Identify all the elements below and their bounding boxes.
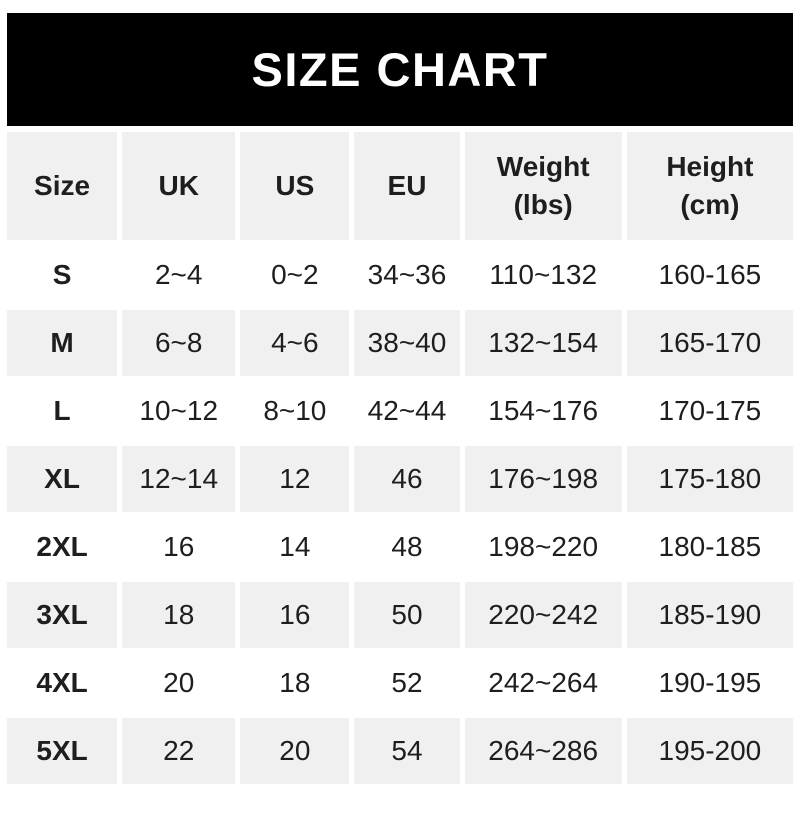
- cell-height-s: 160-165: [626, 242, 793, 308]
- cell-size-l: L: [7, 378, 118, 444]
- cell-eu-4xl: 52: [354, 650, 460, 716]
- size-chart-banner: SIZE CHART: [7, 13, 793, 126]
- cell-us-4xl: 18: [240, 650, 350, 716]
- cell-us-s: 0~2: [240, 242, 350, 308]
- cell-uk-l: 10~12: [122, 378, 236, 444]
- cell-size-5xl: 5XL: [7, 718, 118, 784]
- cell-uk-m: 6~8: [122, 310, 236, 376]
- column-header-us: US: [240, 132, 350, 240]
- cell-size-xl: XL: [7, 446, 118, 512]
- page-title: SIZE CHART: [251, 43, 549, 96]
- cell-uk-4xl: 20: [122, 650, 236, 716]
- cell-us-l: 8~10: [240, 378, 350, 444]
- cell-us-2xl: 14: [240, 514, 350, 580]
- column-header-weight: Weight (lbs): [464, 132, 622, 240]
- cell-height-3xl: 185-190: [626, 582, 793, 648]
- cell-size-3xl: 3XL: [7, 582, 118, 648]
- cell-uk-3xl: 18: [122, 582, 236, 648]
- column-header-height: Height (cm): [626, 132, 793, 240]
- cell-height-4xl: 190-195: [626, 650, 793, 716]
- cell-weight-2xl: 198~220: [464, 514, 622, 580]
- cell-uk-xl: 12~14: [122, 446, 236, 512]
- cell-size-2xl: 2XL: [7, 514, 118, 580]
- cell-weight-xl: 176~198: [464, 446, 622, 512]
- column-header-eu: EU: [354, 132, 460, 240]
- cell-eu-2xl: 48: [354, 514, 460, 580]
- cell-uk-5xl: 22: [122, 718, 236, 784]
- cell-uk-2xl: 16: [122, 514, 236, 580]
- cell-height-5xl: 195-200: [626, 718, 793, 784]
- cell-eu-m: 38~40: [354, 310, 460, 376]
- cell-size-s: S: [7, 242, 118, 308]
- cell-weight-3xl: 220~242: [464, 582, 622, 648]
- cell-eu-5xl: 54: [354, 718, 460, 784]
- cell-us-m: 4~6: [240, 310, 350, 376]
- cell-height-xl: 175-180: [626, 446, 793, 512]
- cell-weight-m: 132~154: [464, 310, 622, 376]
- cell-height-m: 165-170: [626, 310, 793, 376]
- cell-height-l: 170-175: [626, 378, 793, 444]
- cell-weight-l: 154~176: [464, 378, 622, 444]
- cell-weight-5xl: 264~286: [464, 718, 622, 784]
- cell-weight-4xl: 242~264: [464, 650, 622, 716]
- cell-eu-l: 42~44: [354, 378, 460, 444]
- cell-size-4xl: 4XL: [7, 650, 118, 716]
- column-header-size: Size: [7, 132, 118, 240]
- cell-weight-s: 110~132: [464, 242, 622, 308]
- cell-us-5xl: 20: [240, 718, 350, 784]
- cell-eu-s: 34~36: [354, 242, 460, 308]
- cell-us-xl: 12: [240, 446, 350, 512]
- size-table: Size UK US EU Weight (lbs) Height (cm) S…: [7, 132, 793, 784]
- cell-eu-xl: 46: [354, 446, 460, 512]
- cell-height-2xl: 180-185: [626, 514, 793, 580]
- cell-size-m: M: [7, 310, 118, 376]
- cell-us-3xl: 16: [240, 582, 350, 648]
- column-header-uk: UK: [122, 132, 236, 240]
- cell-uk-s: 2~4: [122, 242, 236, 308]
- cell-eu-3xl: 50: [354, 582, 460, 648]
